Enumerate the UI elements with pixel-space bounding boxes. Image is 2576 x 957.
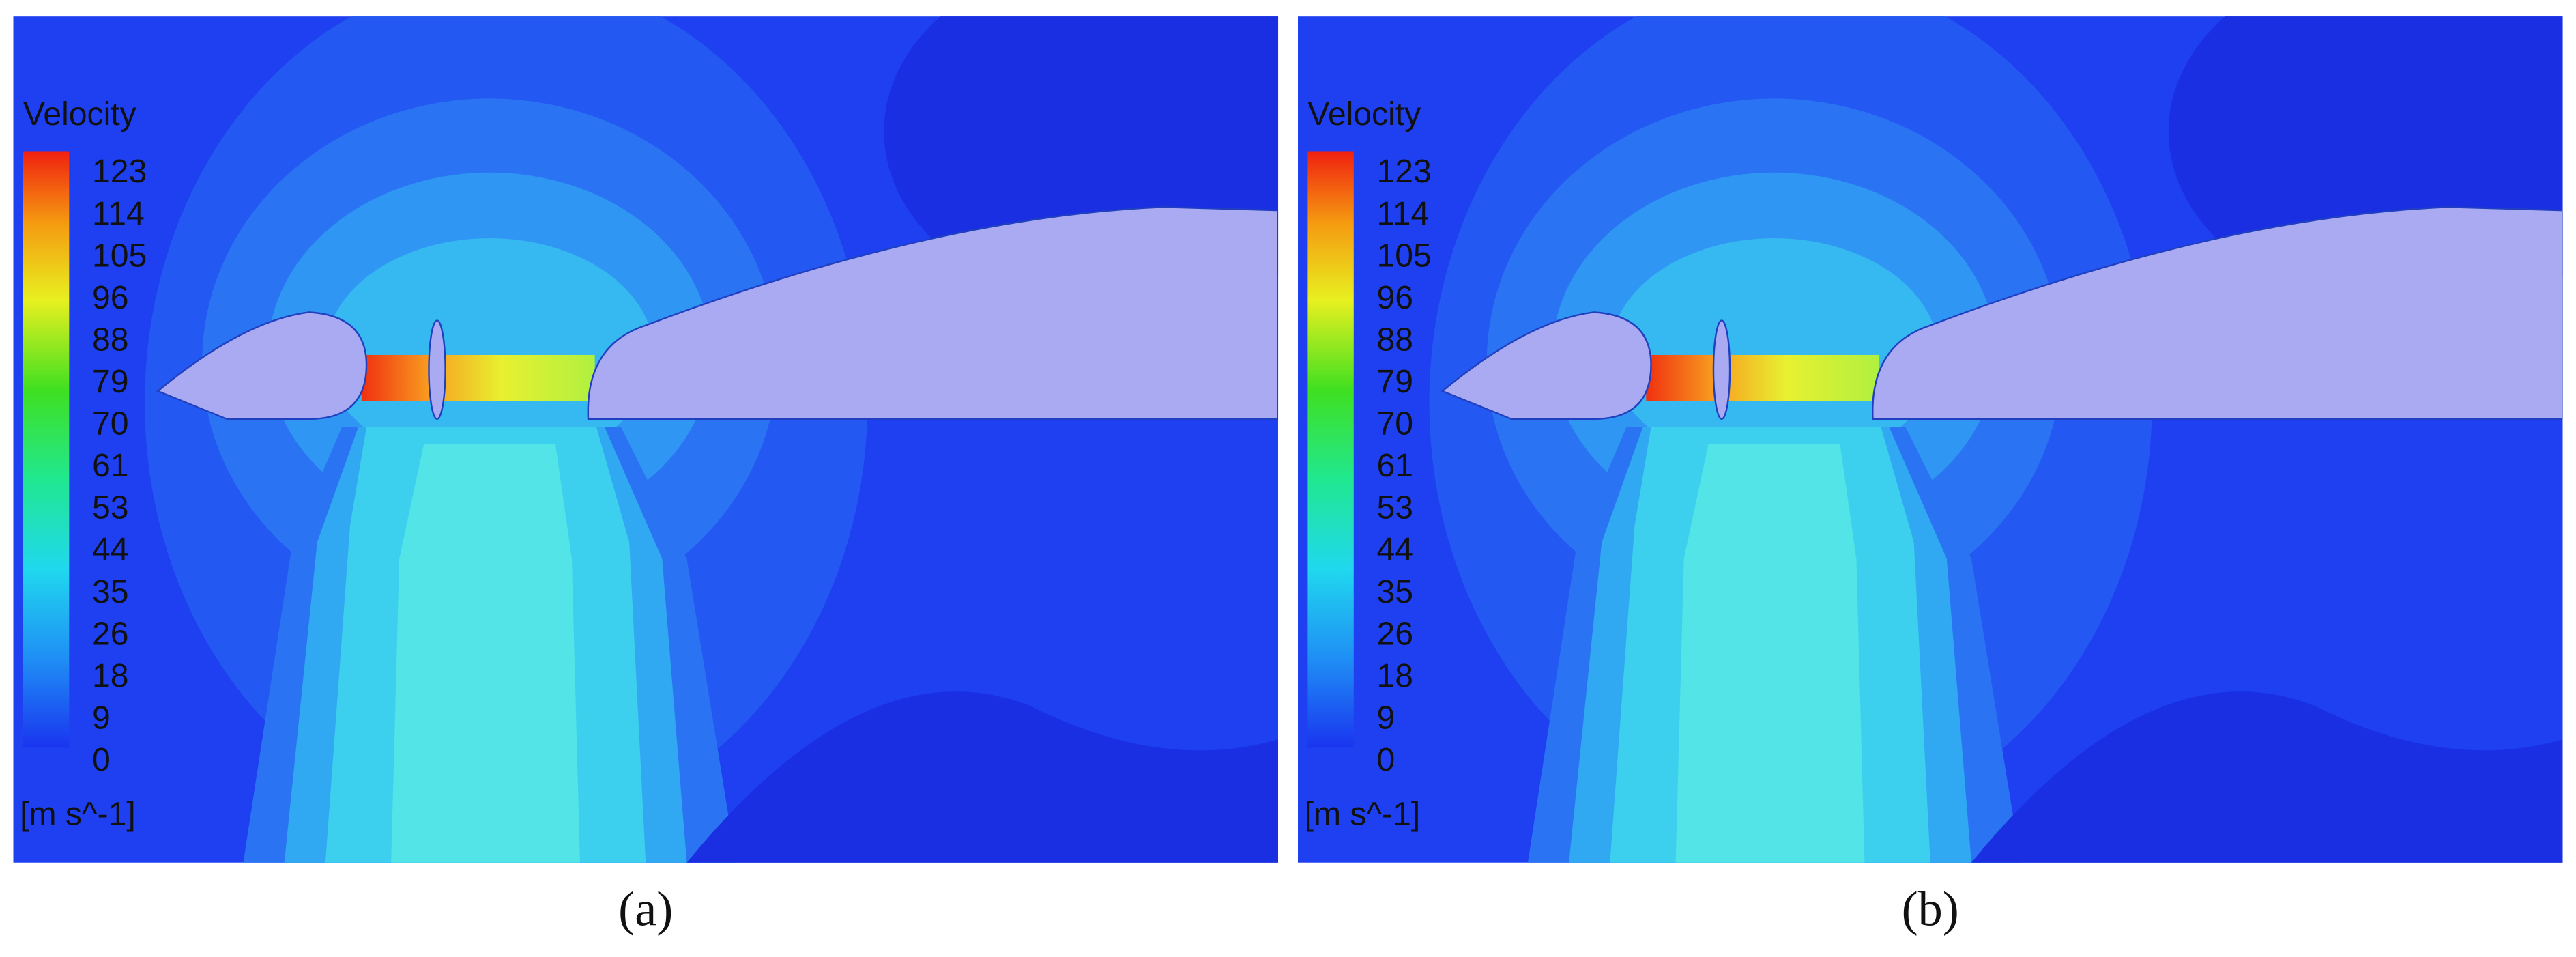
legend-tick-label: 61 [1376,447,1413,484]
legend-tick-label: 88 [1376,321,1413,358]
legend-tick-label: 18 [92,657,129,694]
legend-unit: [m s^-1] [1305,795,1421,832]
legend-tick-label: 70 [92,405,129,442]
contour-plot [13,0,1376,863]
legend-tick-label: 9 [1376,699,1395,736]
legend-tick-label: 0 [92,741,111,778]
legend-tick-label: 88 [92,321,129,358]
caption: (a) [618,881,673,936]
contour-plot [1298,0,2576,863]
legend-title: Velocity [1307,96,1421,132]
panel: Velocity 123 114 105 96 88 79 70 61 53 44 35 26 18 9 0 [… [1298,0,2576,863]
legend-tick-label: 114 [92,195,145,232]
legend-tick-label: 105 [92,237,147,274]
legend-tick-label: 61 [92,447,129,484]
legend-tick-label: 79 [92,363,129,400]
legend-tick-label: 53 [92,489,129,526]
legend-unit: [m s^-1] [20,795,136,832]
legend-tick-label: 18 [1376,657,1413,694]
legend-tick-label: 79 [1376,363,1413,400]
legend-tick-label: 96 [1376,279,1413,316]
legend-tick-label: 26 [1376,615,1413,652]
legend-tick-label: 123 [92,153,147,190]
panel: Velocity 123 114 105 96 88 79 70 61 53 44 35 26 18 9 0 [… [13,0,1376,863]
legend-tick-label: 9 [92,699,111,736]
legend-tick-label: 70 [1376,405,1413,442]
legend-tick-label: 44 [1376,531,1413,568]
legend-tick-label: 35 [92,573,129,610]
legend-tick-label: 53 [1376,489,1413,526]
legend-tick-label: 35 [1376,573,1413,610]
legend-tick-label: 114 [1376,195,1429,232]
legend-tick-label: 0 [1376,741,1395,778]
legend-tick-label: 96 [92,279,129,316]
legend-tick-label: 123 [1376,153,1431,190]
legend-title: Velocity [23,96,136,132]
legend-tick-label: 44 [92,531,129,568]
caption: (b) [1902,881,1959,936]
legend-tick-label: 26 [92,615,129,652]
legend-tick-label: 105 [1376,237,1431,274]
